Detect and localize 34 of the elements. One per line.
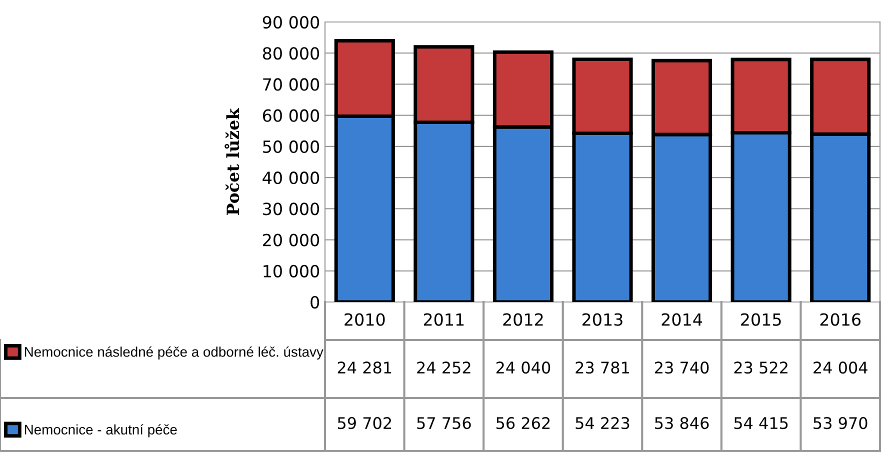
data-label: 56 262 (496, 417, 550, 430)
data-label: 54 415 (734, 417, 788, 430)
data-label: 59 702 (338, 417, 391, 430)
x-tick-label: 2014 (662, 313, 702, 326)
y-tick-label: 0 (310, 296, 320, 309)
y-tick-label: 90 000 (262, 16, 320, 29)
y-tick-label: 10 000 (264, 264, 320, 278)
x-tick-label: 2011 (424, 313, 464, 326)
x-tick-label: 2016 (820, 313, 861, 326)
data-label: 57 756 (417, 417, 471, 430)
y-axis-title: Počet lůžek (224, 108, 240, 215)
x-tick-label: 2013 (582, 313, 622, 326)
y-tick-label: 40 000 (262, 172, 320, 184)
x-tick-label: 2010 (344, 313, 385, 326)
data-label: 54 223 (576, 417, 630, 430)
legend-label: Nemocnice - akutní péče (24, 424, 177, 438)
y-tick-label: 30 000 (263, 202, 320, 216)
data-label: 24 281 (338, 362, 392, 374)
data-label: 24 252 (417, 362, 470, 374)
x-tick-label: 2012 (503, 313, 543, 326)
legend-label: Nemocnice následné péče a odborné léč. ústavy (24, 346, 324, 360)
y-tick-label: 60 000 (262, 109, 320, 122)
y-tick-label: 70 000 (263, 78, 320, 91)
x-tick-label: 2015 (741, 313, 781, 326)
data-label: 23 740 (655, 362, 709, 374)
data-label: 53 970 (814, 417, 868, 430)
data-label: 23 522 (734, 362, 788, 374)
data-label: 23 781 (576, 362, 629, 374)
data-label: 24 004 (814, 362, 868, 374)
y-tick-label: 50 000 (263, 140, 320, 154)
data-label: 24 040 (496, 362, 550, 374)
y-tick-label: 20 000 (263, 234, 320, 246)
data-label: 53 846 (655, 417, 709, 430)
y-tick-label: 80 000 (262, 47, 320, 60)
